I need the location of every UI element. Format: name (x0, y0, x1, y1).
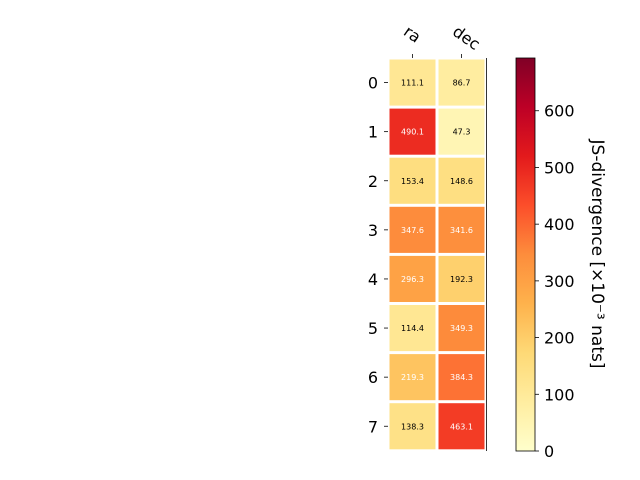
heatmap-cells: 111.1 86.7 490.1 47.3 153.4 148.6 347.6 341.6 29… (389, 59, 485, 450)
heatmap-cell (389, 108, 436, 155)
colorbar-tick-label: 200 (544, 329, 575, 348)
cell-value-label: 148.6 (450, 177, 473, 186)
row-label: 0 (368, 74, 378, 93)
column-label: ra (400, 22, 424, 47)
cell-value-label: 384.3 (450, 373, 473, 382)
heatmap-cell (438, 157, 485, 204)
colorbar-tick-label: 0 (544, 442, 554, 461)
row-label: 2 (368, 172, 378, 191)
heatmap-cell (389, 403, 436, 450)
column-labels: ra dec (400, 22, 484, 58)
cell-value-label: 47.3 (453, 128, 471, 137)
cell-value-label: 490.1 (401, 128, 424, 137)
colorbar-tick-label: 300 (544, 272, 575, 291)
cell-value-label: 138.3 (401, 422, 424, 431)
row-label: 5 (368, 319, 378, 338)
row-label: 6 (368, 368, 378, 387)
cell-value-label: 219.3 (401, 373, 424, 382)
heatmap-cell (389, 255, 436, 302)
colorbar-tick-label: 600 (544, 102, 575, 121)
cell-value-label: 192.3 (450, 275, 473, 284)
row-label: 7 (368, 417, 378, 436)
colorbar-tick-label: 100 (544, 385, 575, 404)
row-label: 1 (368, 123, 378, 142)
colorbar-tick-label: 400 (544, 215, 575, 234)
colorbar (515, 57, 536, 452)
colorbar-tick-label: 500 (544, 158, 575, 177)
heatmap-cell (438, 354, 485, 401)
column-label: dec (449, 22, 483, 54)
cell-value-label: 463.1 (450, 422, 473, 431)
row-label: 4 (368, 270, 378, 289)
cell-value-label: 111.1 (401, 79, 424, 88)
heatmap-cell (389, 305, 436, 352)
colorbar-label: JS-divergence [×10⁻³ nats] (587, 139, 607, 369)
cell-value-label: 347.6 (401, 226, 424, 235)
heatmap-cell (438, 108, 485, 155)
cell-value-label: 114.4 (401, 324, 424, 333)
heatmap-cell (438, 59, 485, 106)
cell-value-label: 296.3 (401, 275, 424, 284)
cell-value-label: 349.3 (450, 324, 473, 333)
row-labels: 0 1 2 3 4 5 6 7 (368, 74, 388, 436)
row-label: 3 (368, 221, 378, 240)
heatmap-cell (438, 305, 485, 352)
heatmap-cell (389, 206, 436, 253)
cell-value-label: 153.4 (401, 177, 424, 186)
heatmap-cell (389, 157, 436, 204)
heatmap-cell (389, 59, 436, 106)
heatmap-cell (438, 403, 485, 450)
cell-value-label: 86.7 (453, 79, 471, 88)
heatmap-cell (438, 255, 485, 302)
heatmap-cell (438, 206, 485, 253)
cell-value-label: 341.6 (450, 226, 473, 235)
heatmap-cell (389, 354, 436, 401)
colorbar-ticks: 0 100 200 300 400 500 600 (535, 102, 575, 461)
